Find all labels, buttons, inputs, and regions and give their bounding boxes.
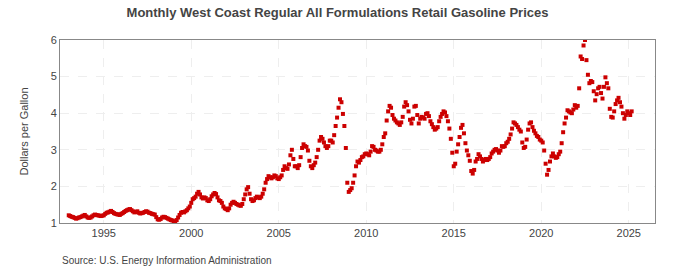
svg-text:3: 3	[51, 144, 57, 156]
svg-text:5: 5	[51, 70, 57, 82]
svg-text:4: 4	[51, 107, 57, 119]
svg-text:2: 2	[51, 180, 57, 192]
svg-text:2005: 2005	[267, 227, 291, 239]
svg-text:2000: 2000	[179, 227, 203, 239]
svg-text:1: 1	[51, 217, 57, 229]
svg-text:2025: 2025	[617, 227, 641, 239]
svg-text:2015: 2015	[442, 227, 466, 239]
svg-text:Source: U.S. Energy Informatio: Source: U.S. Energy Information Administ…	[62, 255, 272, 266]
svg-text:6: 6	[51, 34, 57, 46]
svg-text:Dollars per Gallon: Dollars per Gallon	[18, 87, 30, 175]
svg-text:2020: 2020	[529, 227, 553, 239]
svg-text:1995: 1995	[92, 227, 116, 239]
svg-text:2010: 2010	[354, 227, 378, 239]
svg-text:Monthly West Coast Regular All: Monthly West Coast Regular All Formulati…	[127, 5, 549, 20]
